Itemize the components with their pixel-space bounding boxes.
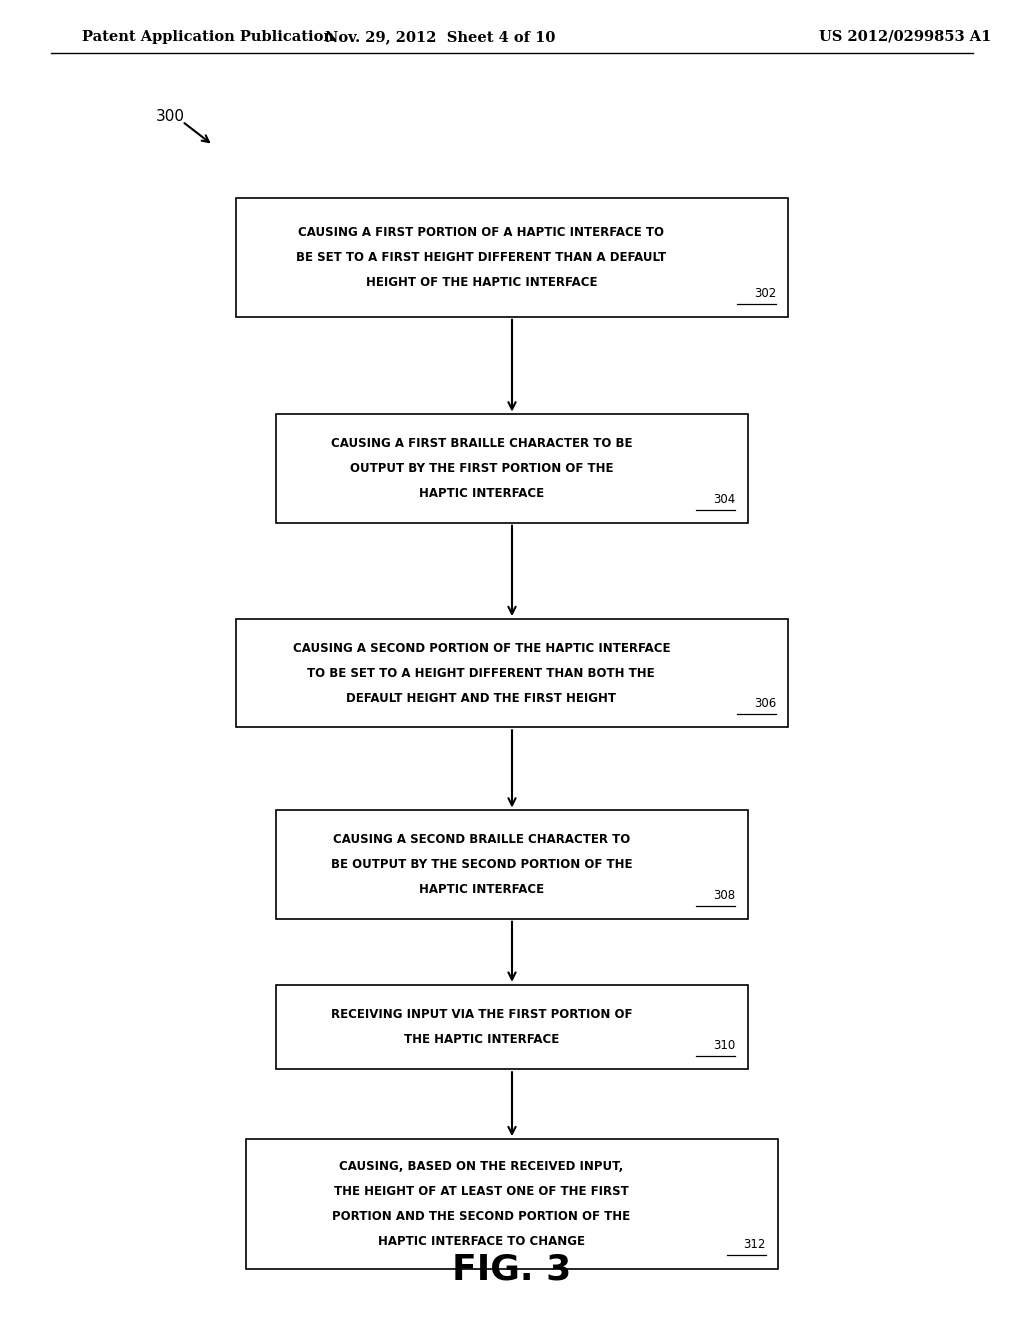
Text: CAUSING A SECOND BRAILLE CHARACTER TO: CAUSING A SECOND BRAILLE CHARACTER TO: [333, 833, 630, 846]
Text: HAPTIC INTERFACE TO CHANGE: HAPTIC INTERFACE TO CHANGE: [378, 1236, 585, 1247]
Bar: [276, 985, 748, 1069]
Text: 304: 304: [713, 492, 735, 506]
Text: RECEIVING INPUT VIA THE FIRST PORTION OF: RECEIVING INPUT VIA THE FIRST PORTION OF: [331, 1008, 632, 1020]
Text: CAUSING A FIRST PORTION OF A HAPTIC INTERFACE TO: CAUSING A FIRST PORTION OF A HAPTIC INTE…: [298, 226, 665, 239]
Text: US 2012/0299853 A1: US 2012/0299853 A1: [819, 30, 991, 44]
Text: 312: 312: [743, 1238, 766, 1251]
Bar: [276, 810, 748, 919]
Text: OUTPUT BY THE FIRST PORTION OF THE: OUTPUT BY THE FIRST PORTION OF THE: [349, 462, 613, 475]
Text: 310: 310: [713, 1039, 735, 1052]
Text: 302: 302: [754, 286, 776, 300]
Bar: [276, 414, 748, 523]
Text: TO BE SET TO A HEIGHT DIFFERENT THAN BOTH THE: TO BE SET TO A HEIGHT DIFFERENT THAN BOT…: [307, 667, 655, 680]
Text: Nov. 29, 2012  Sheet 4 of 10: Nov. 29, 2012 Sheet 4 of 10: [326, 30, 555, 44]
Text: THE HEIGHT OF AT LEAST ONE OF THE FIRST: THE HEIGHT OF AT LEAST ONE OF THE FIRST: [334, 1185, 629, 1197]
Text: Patent Application Publication: Patent Application Publication: [82, 30, 334, 44]
Text: 300: 300: [156, 108, 184, 124]
Text: HEIGHT OF THE HAPTIC INTERFACE: HEIGHT OF THE HAPTIC INTERFACE: [366, 276, 597, 289]
Text: HAPTIC INTERFACE: HAPTIC INTERFACE: [419, 487, 544, 500]
Bar: [246, 1139, 778, 1269]
Text: CAUSING, BASED ON THE RECEIVED INPUT,: CAUSING, BASED ON THE RECEIVED INPUT,: [339, 1160, 624, 1172]
Text: 308: 308: [713, 888, 735, 902]
Text: FIG. 3: FIG. 3: [453, 1253, 571, 1287]
Text: HAPTIC INTERFACE: HAPTIC INTERFACE: [419, 883, 544, 896]
Bar: [236, 198, 788, 317]
Text: DEFAULT HEIGHT AND THE FIRST HEIGHT: DEFAULT HEIGHT AND THE FIRST HEIGHT: [346, 692, 616, 705]
Text: CAUSING A SECOND PORTION OF THE HAPTIC INTERFACE: CAUSING A SECOND PORTION OF THE HAPTIC I…: [293, 642, 670, 655]
Text: THE HAPTIC INTERFACE: THE HAPTIC INTERFACE: [403, 1034, 559, 1045]
Text: BE SET TO A FIRST HEIGHT DIFFERENT THAN A DEFAULT: BE SET TO A FIRST HEIGHT DIFFERENT THAN …: [296, 251, 667, 264]
Text: CAUSING A FIRST BRAILLE CHARACTER TO BE: CAUSING A FIRST BRAILLE CHARACTER TO BE: [331, 437, 632, 450]
Bar: [236, 619, 788, 727]
Text: BE OUTPUT BY THE SECOND PORTION OF THE: BE OUTPUT BY THE SECOND PORTION OF THE: [331, 858, 632, 871]
Text: PORTION AND THE SECOND PORTION OF THE: PORTION AND THE SECOND PORTION OF THE: [332, 1210, 631, 1222]
Text: 306: 306: [754, 697, 776, 710]
